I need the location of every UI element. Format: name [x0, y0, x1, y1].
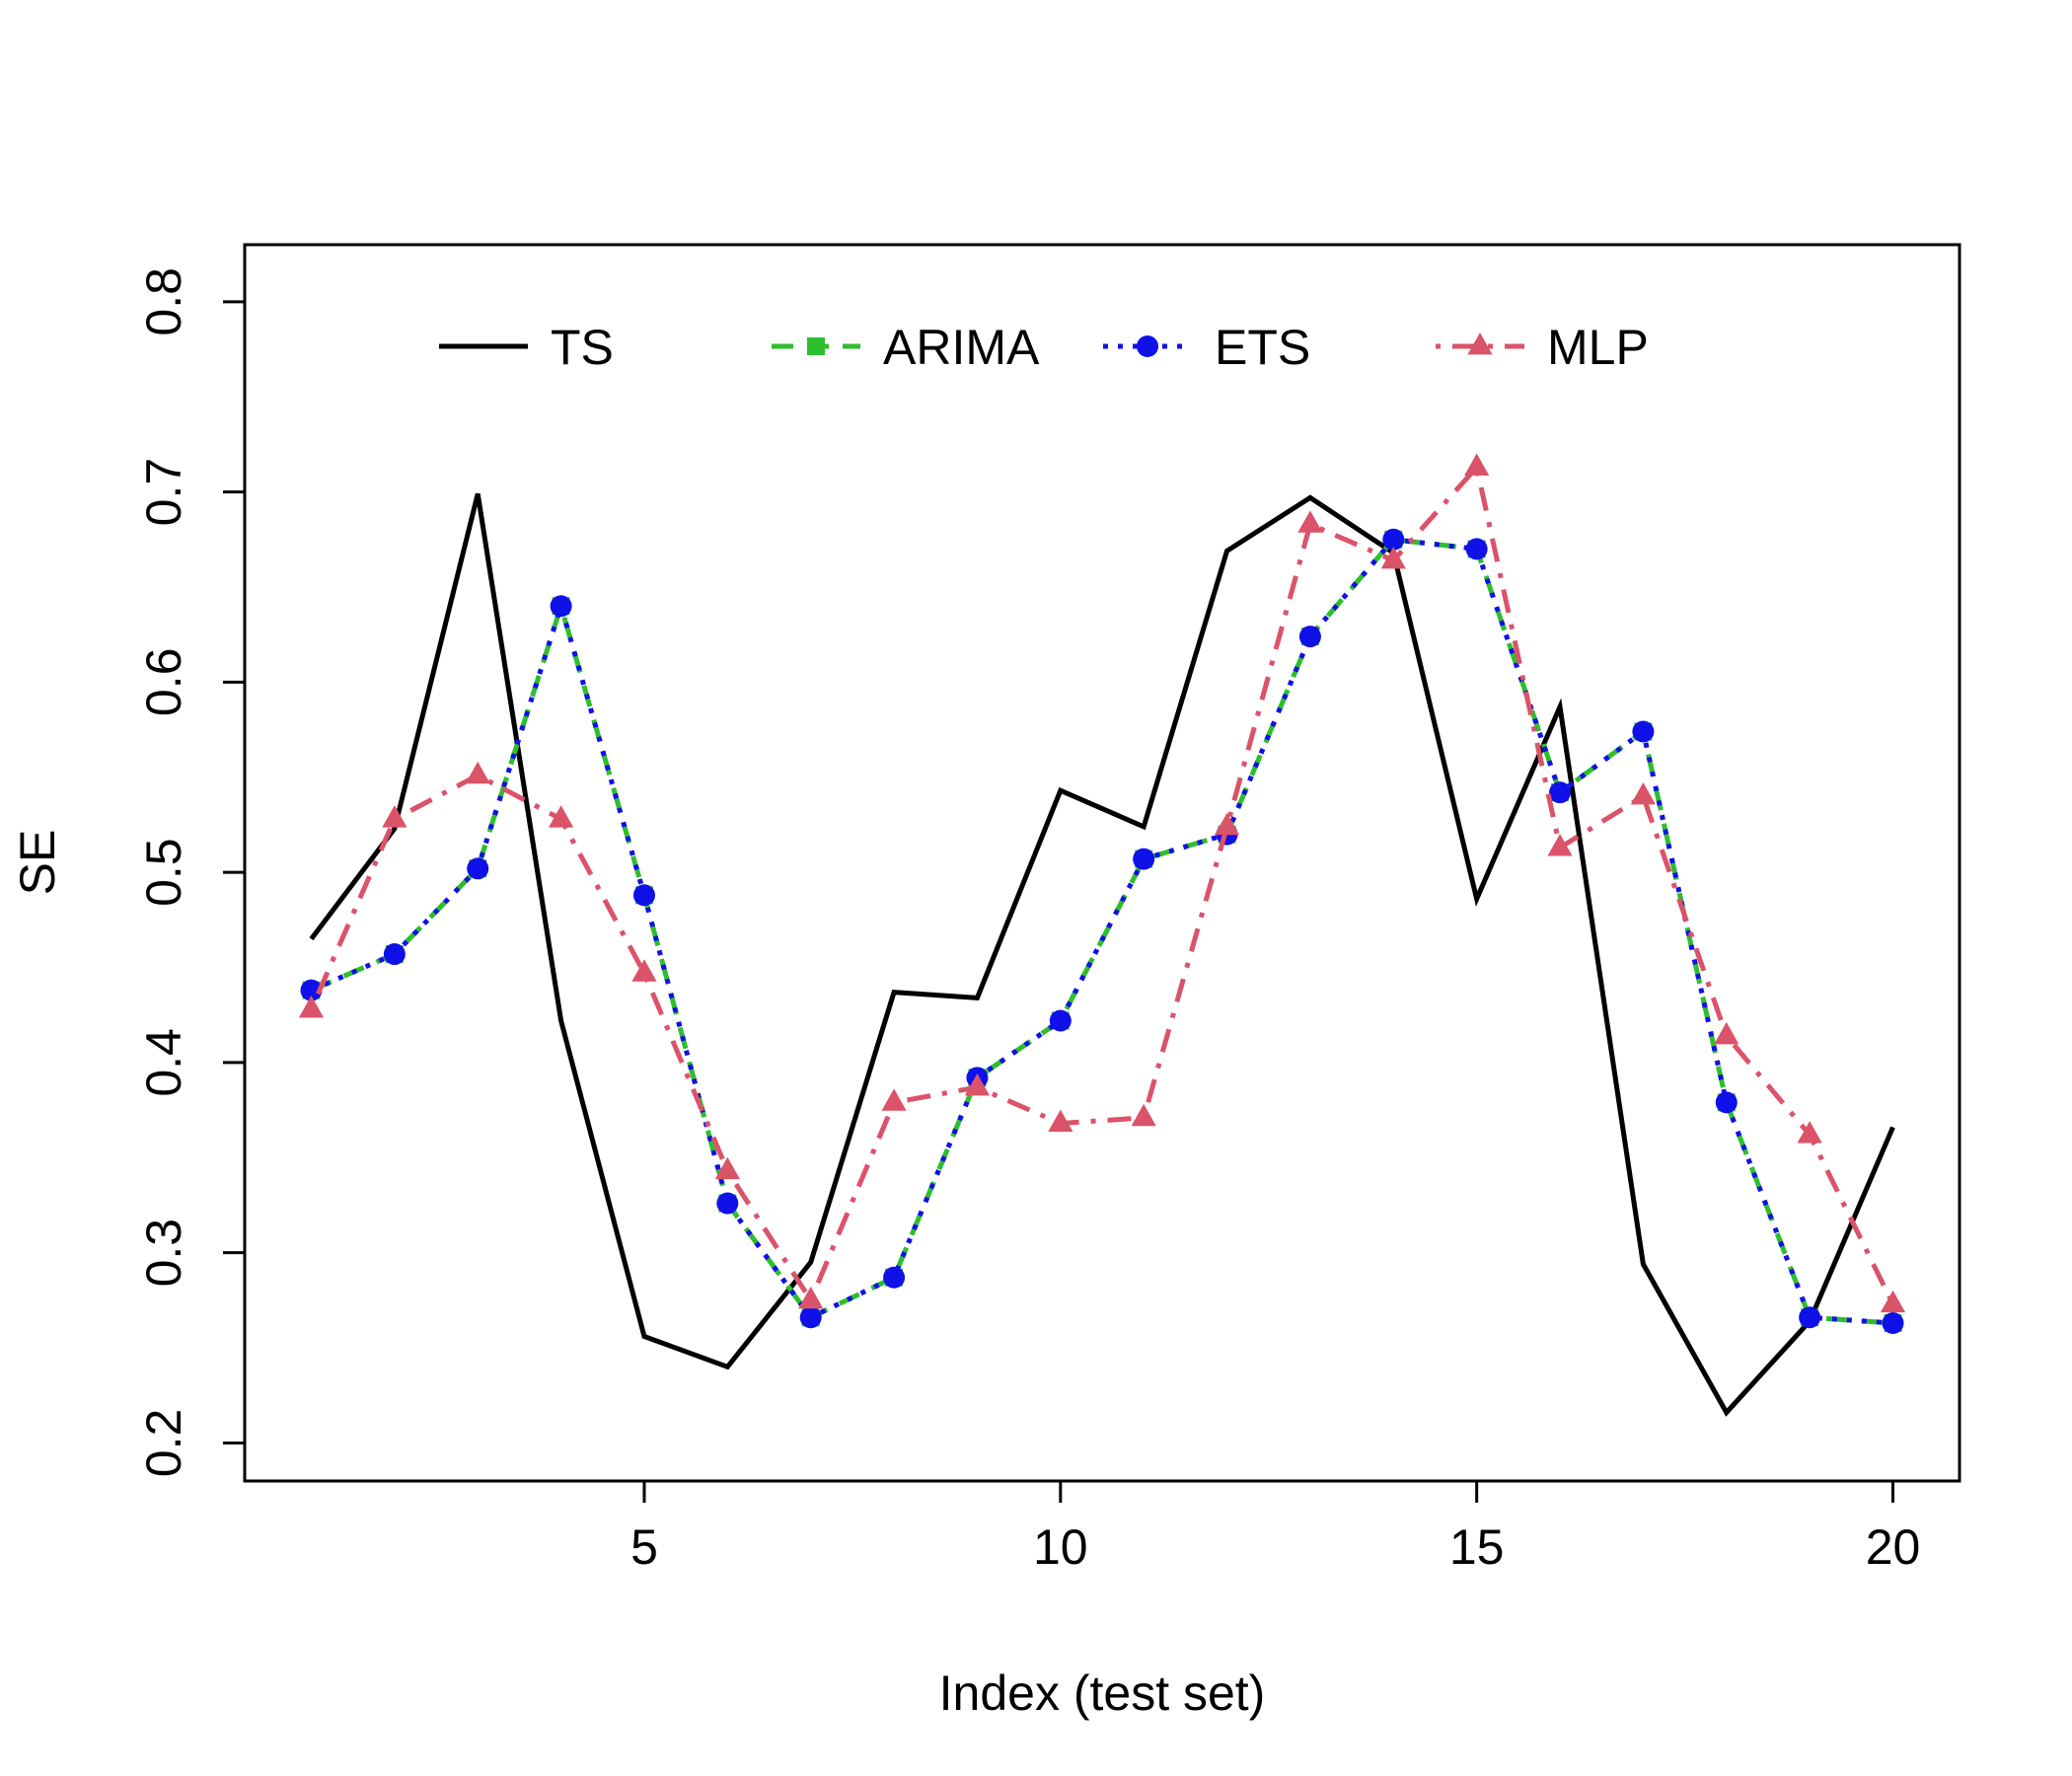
data-point-mlp — [798, 1286, 824, 1309]
data-point-ets — [383, 943, 406, 966]
series-line-ts — [309, 492, 1895, 1417]
x-axis-title: Index (test set) — [939, 1665, 1266, 1721]
data-point-ets — [1882, 1312, 1904, 1335]
series-line-mlp — [309, 462, 1895, 1306]
legend-marker-arima — [807, 337, 825, 355]
data-point-ets — [1799, 1306, 1821, 1329]
y-tick-label: 0.7 — [136, 458, 191, 527]
data-point-ets — [1632, 720, 1655, 743]
data-point-mlp — [964, 1073, 991, 1096]
series-layer — [298, 453, 1906, 1417]
data-point-mlp — [1048, 1109, 1073, 1132]
y-tick-label: 0.5 — [136, 838, 191, 907]
data-point-mlp — [714, 1156, 740, 1180]
legend-label-arima: ARIMA — [883, 320, 1040, 375]
data-point-mlp — [1214, 812, 1240, 836]
legend-marker-mlp — [1467, 333, 1493, 355]
data-point-ets — [1298, 626, 1321, 648]
y-tick-label: 0.4 — [136, 1028, 191, 1097]
legend-marker-ets — [1137, 335, 1158, 357]
y-tick-label: 0.3 — [136, 1219, 191, 1288]
data-point-mlp — [631, 959, 657, 982]
data-point-ets — [300, 979, 323, 1001]
data-point-mlp — [1630, 782, 1656, 805]
legend-label-ets: ETS — [1215, 320, 1310, 375]
legend-label-mlp: MLP — [1547, 320, 1649, 375]
data-point-ets — [1715, 1091, 1738, 1114]
series-arima — [302, 530, 1902, 1333]
data-point-ets — [632, 884, 655, 907]
data-point-mlp — [1547, 834, 1573, 856]
y-tick-label: 0.6 — [136, 648, 191, 717]
x-tick-label: 5 — [630, 1519, 658, 1575]
data-point-mlp — [1797, 1121, 1822, 1144]
data-point-mlp — [1464, 453, 1490, 476]
data-point-mlp — [465, 761, 490, 784]
data-point-mlp — [298, 995, 325, 1018]
data-point-ets — [1133, 848, 1155, 870]
data-point-mlp — [549, 805, 574, 828]
plot-frame — [243, 243, 1961, 1483]
series-ts — [309, 492, 1895, 1417]
series-ets — [300, 528, 1904, 1335]
legend-item-ts: TS — [439, 320, 614, 375]
data-point-ets — [1049, 1009, 1072, 1032]
data-point-mlp — [1880, 1290, 1906, 1313]
series-mlp — [298, 453, 1906, 1313]
series-line-ets — [310, 537, 1893, 1326]
data-point-ets — [1465, 538, 1488, 560]
data-point-ets — [1382, 528, 1405, 551]
x-tick-label: 10 — [1033, 1519, 1088, 1575]
data-point-mlp — [1714, 1021, 1739, 1045]
data-point-ets — [883, 1266, 906, 1289]
legend-item-mlp: MLP — [1436, 320, 1649, 375]
data-point-mlp — [1380, 546, 1406, 569]
legend-label-ts: TS — [551, 320, 614, 375]
data-point-ets — [716, 1192, 739, 1215]
legend-item-ets: ETS — [1103, 320, 1310, 375]
data-point-mlp — [881, 1088, 907, 1111]
data-point-mlp — [1131, 1103, 1156, 1127]
y-axis: 0.2 0.3 0.4 0.5 0.6 0.7 0.8 — [136, 267, 245, 1477]
legend-item-arima: ARIMA — [772, 320, 1040, 375]
data-point-ets — [467, 857, 489, 880]
data-point-ets — [550, 595, 572, 618]
x-tick-label: 20 — [1866, 1519, 1921, 1575]
data-point-ets — [1549, 781, 1572, 804]
data-point-mlp — [1297, 510, 1323, 533]
data-point-ets — [799, 1306, 822, 1329]
legend: TS ARIMA ETS MLP — [439, 320, 1649, 375]
y-tick-label: 0.2 — [136, 1409, 191, 1478]
data-point-mlp — [382, 805, 407, 828]
y-tick-label: 0.8 — [136, 267, 191, 336]
y-axis-title: SE — [10, 830, 65, 896]
x-tick-label: 15 — [1449, 1519, 1505, 1575]
x-axis: 5 10 15 20 — [630, 1481, 1920, 1575]
